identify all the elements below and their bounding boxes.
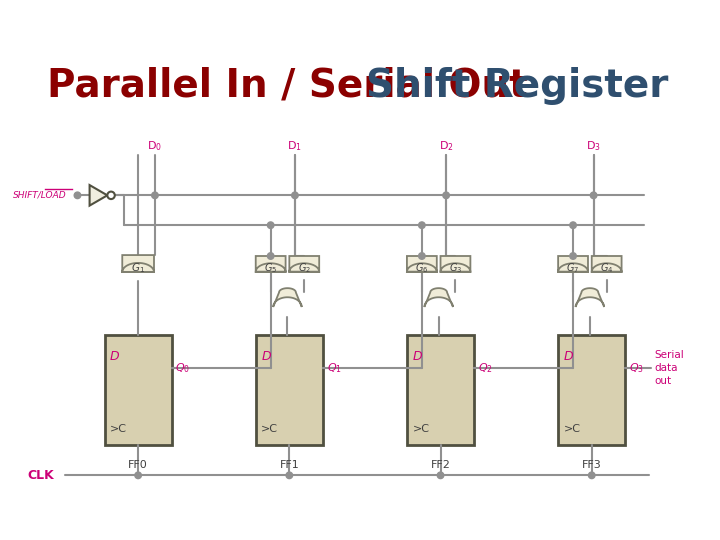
Circle shape <box>437 472 444 478</box>
Circle shape <box>570 222 576 228</box>
Polygon shape <box>256 256 286 272</box>
Text: $Q_1$: $Q_1$ <box>327 361 342 375</box>
Circle shape <box>267 253 274 259</box>
Circle shape <box>443 192 449 199</box>
Text: D: D <box>413 350 422 363</box>
Circle shape <box>292 192 298 199</box>
Text: D$_1$: D$_1$ <box>287 139 302 153</box>
Text: $Q_3$: $Q_3$ <box>629 361 644 375</box>
Text: D: D <box>261 350 271 363</box>
Circle shape <box>135 472 141 478</box>
Polygon shape <box>89 185 107 206</box>
Polygon shape <box>407 256 437 272</box>
Circle shape <box>570 253 576 259</box>
Text: SHIFT/LOAD: SHIFT/LOAD <box>13 191 67 200</box>
Circle shape <box>590 192 597 199</box>
Bar <box>256 335 323 445</box>
Bar <box>558 335 625 445</box>
Bar <box>407 335 474 445</box>
Text: >C: >C <box>564 424 581 434</box>
Text: Serial
data
out: Serial data out <box>654 350 684 386</box>
Circle shape <box>588 472 595 478</box>
Circle shape <box>107 192 114 199</box>
Circle shape <box>74 192 81 199</box>
Text: $G_4$: $G_4$ <box>600 261 613 275</box>
Text: $Q_2$: $Q_2$ <box>478 361 492 375</box>
Text: $G_1$: $G_1$ <box>131 261 145 275</box>
Circle shape <box>152 192 158 199</box>
Text: >C: >C <box>261 424 279 434</box>
Polygon shape <box>558 256 588 272</box>
Text: D: D <box>564 350 573 363</box>
Text: D: D <box>110 350 120 363</box>
Circle shape <box>286 472 292 478</box>
Circle shape <box>418 253 425 259</box>
Circle shape <box>418 222 425 228</box>
Polygon shape <box>122 255 154 272</box>
Text: CLK: CLK <box>27 469 54 482</box>
Text: D$_0$: D$_0$ <box>148 139 163 153</box>
Polygon shape <box>592 256 621 272</box>
Text: $G_6$: $G_6$ <box>415 261 428 275</box>
Text: $G_7$: $G_7$ <box>567 261 580 275</box>
Bar <box>104 335 172 445</box>
Text: $Q_0$: $Q_0$ <box>176 361 191 375</box>
Circle shape <box>267 222 274 228</box>
Polygon shape <box>575 288 604 307</box>
Text: FF3: FF3 <box>582 461 602 470</box>
Polygon shape <box>441 256 470 272</box>
Polygon shape <box>273 288 302 307</box>
Text: >C: >C <box>110 424 127 434</box>
Text: $G_3$: $G_3$ <box>449 261 462 275</box>
Text: FF1: FF1 <box>279 461 300 470</box>
Text: D$_2$: D$_2$ <box>438 139 454 153</box>
Text: Shift Register: Shift Register <box>366 66 668 105</box>
Text: D$_3$: D$_3$ <box>586 139 601 153</box>
Polygon shape <box>424 288 453 307</box>
Text: $G_5$: $G_5$ <box>264 261 277 275</box>
Text: >C: >C <box>413 424 430 434</box>
Polygon shape <box>289 256 319 272</box>
Text: FF2: FF2 <box>431 461 451 470</box>
Text: Parallel In / Serial Out: Parallel In / Serial Out <box>47 66 541 105</box>
Text: $G_2$: $G_2$ <box>297 261 311 275</box>
Text: FF0: FF0 <box>128 461 148 470</box>
